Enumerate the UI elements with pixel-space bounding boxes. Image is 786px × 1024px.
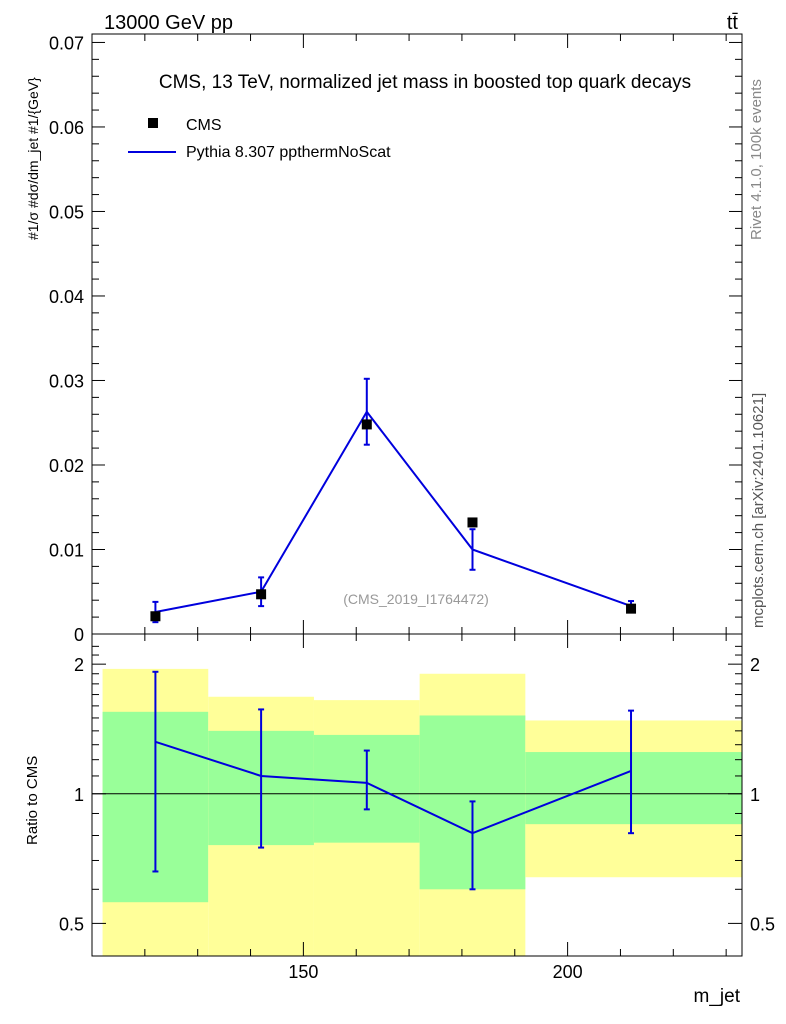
ratio-ylabel: Ratio to CMS	[24, 756, 41, 845]
main-ytick-label: 0	[74, 625, 84, 645]
rivet-label: Rivet 4.1.0, 100k events	[748, 79, 765, 240]
mcplots-label: mcplots.cern.ch [arXiv:2401.10621]	[750, 393, 767, 628]
legend-data-marker	[148, 118, 158, 128]
ratio-ytick-label-right: 2	[750, 655, 760, 675]
ratio-xtick-label: 150	[288, 962, 318, 982]
data-point	[361, 419, 372, 430]
main-ytick-label: 0.02	[49, 456, 84, 476]
ratio-frame	[91, 633, 743, 957]
data-point	[256, 589, 267, 600]
ratio-inner-band	[525, 752, 742, 825]
main-ytick-label: 0.01	[49, 540, 84, 560]
ratio-ytick-label: 2	[74, 655, 84, 675]
main-ytick-label: 0.03	[49, 371, 84, 391]
ratio-plot-content	[92, 668, 742, 956]
ratio-ytick-label-right: 0.5	[750, 914, 775, 934]
mc-series-line	[155, 409, 632, 614]
beam-label: 13000 GeV pp	[104, 12, 233, 34]
ratio-xtick-label: 200	[553, 962, 583, 982]
plot-title: CMS, 13 TeV, normalized jet mass in boos…	[159, 72, 691, 93]
ratio-ytick-label: 1	[74, 785, 84, 805]
process-label: tt̄	[727, 12, 739, 34]
ratio-ytick-label-right: 1	[750, 785, 760, 805]
data-point	[626, 603, 637, 614]
ratio-ytick-label: 0.5	[59, 914, 84, 934]
main-ytick-label: 0.07	[49, 33, 84, 53]
analysis-id-label: (CMS_2019_I1764472)	[343, 591, 489, 607]
ratio-xlabel: m_jet	[694, 986, 741, 1007]
main-ytick-label: 0.05	[49, 202, 84, 222]
main-ylabel-text: #1/σ #dσ/dm_jet #1/{GeV}	[25, 77, 41, 240]
main-panel: 0 0.01 0.02 0.03 0.04 0.05 0.06 0.07 (CMS_2019_…	[25, 33, 743, 645]
main-ytick-label: 0.06	[49, 118, 84, 138]
data-point	[467, 517, 478, 528]
main-ylabel: #1/σ #dσ/dm_jet #1/{GeV}	[25, 77, 41, 240]
main-plot-content	[150, 377, 637, 624]
main-ytick-label: 0.04	[49, 287, 84, 307]
ratio-axes: 0.5 0.5 1 1 2 2 150 200	[59, 633, 775, 982]
legend-data-label: CMS	[186, 117, 222, 134]
ratio-panel: 0.5 0.5 1 1 2 2 150 200 Ratio to CMS m_jet	[24, 633, 775, 1007]
data-point	[150, 611, 161, 622]
legend-mc-label: Pythia 8.307 ppthermNoScat	[186, 144, 391, 161]
